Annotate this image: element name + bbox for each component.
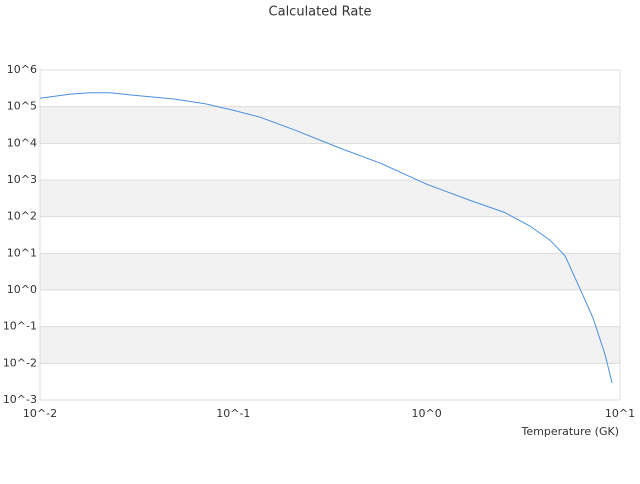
grid-band	[40, 326, 620, 364]
x-tick-label: 10^-1	[216, 407, 250, 420]
x-axis-label: Temperature (GK)	[521, 425, 620, 438]
y-tick-label: 10^1	[7, 246, 37, 259]
chart-title: Calculated Rate	[269, 5, 372, 20]
y-tick-label: 10^-1	[3, 320, 37, 333]
y-tick-label: 10^0	[7, 283, 37, 296]
grid-band	[40, 253, 620, 290]
y-tick-label: 10^4	[7, 136, 37, 149]
x-tick-label: 10^1	[605, 407, 635, 420]
y-tick-label: 10^-3	[3, 393, 37, 406]
grid-band	[40, 106, 620, 144]
x-tick-label: 10^-2	[23, 407, 57, 420]
grid-band	[40, 180, 620, 217]
data-line	[39, 92, 613, 384]
y-tick-label: 10^6	[7, 63, 37, 76]
y-tick-label: 10^-2	[3, 356, 37, 369]
y-tick-label: 10^3	[7, 173, 37, 186]
y-tick-label: 10^5	[7, 100, 37, 113]
x-tick-label: 10^0	[412, 407, 442, 420]
y-tick-label: 10^2	[7, 210, 37, 223]
